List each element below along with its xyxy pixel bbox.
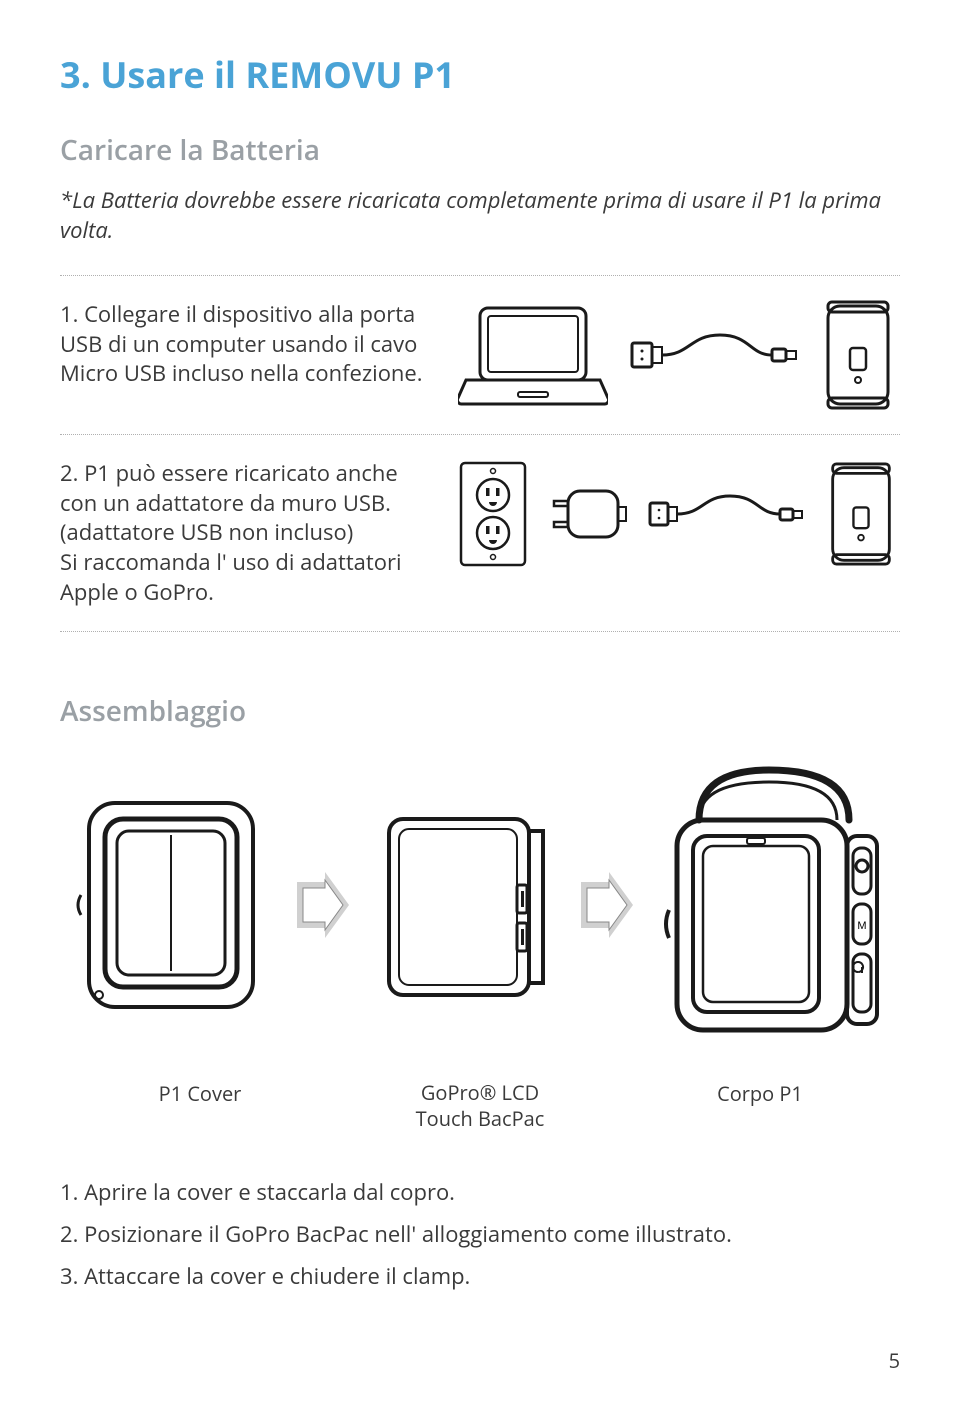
assembly-step-3: 3. Attaccare la cover e chiudere il clam… [60,1256,900,1298]
page-number: 5 [889,1347,900,1374]
step-2-graphic [452,459,900,569]
step-2-line-1: 2. P1 può essere ricaricato anche con un… [60,458,398,518]
device-back-icon [827,462,895,566]
assembly-graphic-row: M [60,760,900,1050]
assembly-labels: P1 Cover GoPro® LCD Touch BacPac Corpo P… [60,1080,900,1132]
separator [60,631,900,632]
label-bacpac: GoPro® LCD Touch BacPac [340,1080,620,1132]
step-2-row: 2. P1 può essere ricaricato anche con un… [60,435,900,631]
battery-heading: Caricare la Batteria [60,131,900,169]
page-title: 3. Usare il REMOVU P1 [60,50,900,99]
p1-body-icon: M [659,760,889,1050]
assembly-steps: 1. Aprire la cover e staccarla dal copro… [60,1172,900,1297]
device-back-icon [822,300,894,410]
bacpac-icon [375,795,555,1015]
assembly-heading: Assemblaggio [60,692,900,730]
label-body: Corpo P1 [620,1080,900,1132]
wall-outlet-icon [457,459,529,569]
assembly-step-2: 2. Posizionare il GoPro BacPac nell' all… [60,1214,900,1256]
step-2-line-2: (adattatore USB non incluso) [60,517,353,547]
laptop-icon [458,300,608,410]
step-1-row: 1. Collegare il dispositivo alla porta U… [60,276,900,434]
battery-note: *La Batteria dovrebbe essere ricaricata … [60,185,900,245]
label-bacpac-line1: GoPro® LCD [421,1079,539,1106]
step-2-text: 2. P1 può essere ricaricato anche con un… [60,459,430,607]
usb-cable-icon [648,487,808,542]
arrow-icon [579,870,635,940]
p1-cover-icon [71,785,271,1025]
step-1-text: 1. Collegare il dispositivo alla porta U… [60,300,430,389]
usb-cable-icon [630,325,800,385]
svg-text:M: M [857,920,866,932]
usb-adapter-icon [548,479,628,549]
step-2-line-3: Si raccomanda l' uso di adattatori Apple… [60,547,402,607]
label-bacpac-line2: Touch BacPac [416,1105,545,1132]
arrow-icon [295,870,351,940]
label-cover: P1 Cover [60,1080,340,1132]
assembly-step-1: 1. Aprire la cover e staccarla dal copro… [60,1172,900,1214]
step-1-graphic [452,300,900,410]
